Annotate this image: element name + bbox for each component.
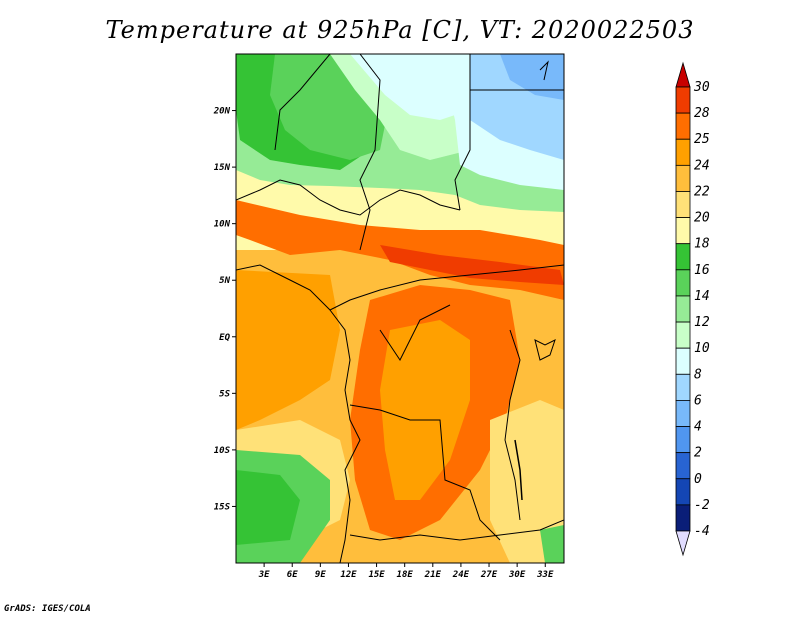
border-line [274, 54, 331, 151]
border-line [454, 54, 471, 211]
colorbar-label: 20 [694, 211, 710, 226]
colorbar-segment [675, 478, 691, 506]
colorbar-label: 25 [694, 132, 710, 147]
border-line [359, 54, 381, 251]
lon-tick-label: 3E [258, 570, 270, 580]
lat-tick-label: 5N [219, 276, 230, 286]
lon-tick-label: 21E [424, 570, 442, 580]
lon-tick-label: 24E [452, 570, 470, 580]
colorbar-label: 24 [694, 158, 710, 173]
border-line [349, 404, 501, 541]
lake-outline [534, 339, 556, 361]
colorbar-label: 10 [694, 341, 710, 356]
colorbar-top-arrow [675, 61, 691, 88]
colorbar-label: 6 [694, 393, 702, 408]
lon-tick-label: 18E [397, 570, 414, 580]
field-band-4 [500, 54, 564, 100]
lon-tick-label: 30E [508, 570, 526, 580]
colorbar-bottom-arrow [675, 530, 691, 557]
lat-tick-label: 15S [214, 502, 231, 512]
colorbar-label: 22 [694, 184, 710, 199]
colorbar-segment [675, 347, 691, 375]
field-band-8 [350, 54, 470, 120]
colorbar-segment [675, 138, 691, 166]
border-line [349, 519, 564, 541]
longitude-labels: 3E 6E 9E 12E 15E 18E 21E 24E 27E 30E 33E [258, 563, 554, 580]
lat-tick-label: 20N [213, 107, 231, 117]
lat-tick-label: 15N [214, 163, 231, 173]
lon-tick-label: 33E [536, 570, 554, 580]
lon-tick-label: 9E [315, 570, 326, 580]
lon-tick-label: 6E [287, 570, 298, 580]
field-band-16-southwest [236, 470, 300, 545]
field-band-24-west [236, 270, 340, 430]
colorbar-label: 16 [694, 263, 710, 278]
colorbar-segment [675, 269, 691, 297]
colorbar-segment [675, 164, 691, 192]
border-line [504, 329, 521, 521]
colorbar-label: 4 [694, 420, 702, 435]
colorbar-label: 12 [694, 315, 710, 330]
lat-tick-label: 5S [219, 389, 230, 399]
field-band-20-east [490, 400, 564, 563]
colorbar-label: 2 [694, 446, 702, 461]
colorbar-segment [675, 295, 691, 323]
colorbar-segment [675, 86, 691, 114]
colorbar-segment [675, 217, 691, 245]
colorbar-label: 28 [694, 106, 710, 121]
border-line [236, 179, 461, 216]
colorbar-segment [675, 400, 691, 427]
colorbar-label: 0 [694, 472, 702, 487]
lon-tick-label: 27E [480, 570, 498, 580]
border-line [379, 304, 451, 361]
lon-tick-label: 15E [368, 570, 385, 580]
lat-tick-label: EQ [219, 333, 230, 343]
colorbar-segment [675, 321, 691, 349]
lon-tick-label: 12E [340, 570, 357, 580]
colorbar-label: -2 [694, 498, 710, 513]
colorbar-label: 30 [693, 80, 710, 95]
lat-tick-label: 10N [214, 220, 231, 230]
border-line [236, 264, 564, 311]
colorbar-label: 14 [694, 289, 710, 304]
colorbar-label: 18 [694, 237, 710, 252]
field-band-14-east [540, 525, 564, 563]
colorbar-label: -4 [694, 524, 710, 539]
temperature-field [236, 54, 564, 563]
colorbar-segment [675, 191, 691, 218]
colorbar-segment [675, 452, 691, 480]
chart-title: Temperature at 925hPa [C], VT: 202002250… [105, 16, 695, 44]
credit-label: GrADS: IGES/COLA [4, 604, 91, 614]
lat-tick-label: 10S [214, 446, 231, 456]
latitude-labels: 20N 15N 10N 5N EQ 5S 10S 15S [213, 107, 236, 512]
country-borders [236, 54, 564, 563]
plot-frame [235, 53, 565, 564]
colorbar-segment [675, 112, 691, 140]
lake-outline [514, 439, 523, 501]
border-line [329, 309, 361, 563]
colorbar-label: 8 [694, 367, 702, 382]
border-line [539, 60, 549, 81]
field-band-28-north [380, 245, 564, 285]
colorbar-segment [675, 504, 691, 532]
field-band-24-central [380, 320, 470, 500]
colorbar-segment [675, 243, 691, 271]
colorbar-segment [675, 373, 691, 401]
colorbar-segment [675, 426, 691, 454]
